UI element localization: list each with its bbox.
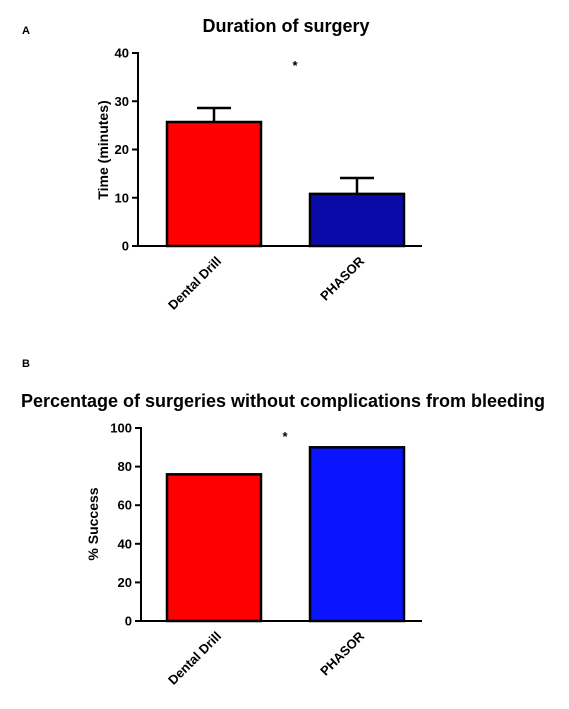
y-axis-label-a: Time (minutes): [95, 100, 111, 199]
category-label-a-1: PHASOR: [317, 253, 367, 303]
category-label-b-0: Dental Drill: [165, 629, 224, 688]
y-tick-label-b-5: 100: [110, 421, 132, 436]
panel-label-b: B: [22, 358, 30, 370]
category-label-b-1: PHASOR: [317, 628, 367, 678]
chart-title-b: Percentage of surgeries without complica…: [21, 391, 545, 411]
panel-label-a: A: [22, 25, 30, 37]
chart-panel-a: A Duration of surgery Time (minutes) * 0…: [22, 16, 422, 313]
chart-title-a: Duration of surgery: [202, 16, 369, 36]
bar-b-0: [165, 473, 263, 623]
x-axis-categories-a: Dental Drill PHASOR: [165, 253, 368, 313]
y-tick-label-a-4: 40: [115, 46, 129, 61]
bars-b: [165, 446, 406, 623]
y-axis-label-b: % Success: [85, 487, 101, 560]
y-tick-label-a-3: 30: [115, 94, 129, 109]
category-label-a-0: Dental Drill: [165, 254, 224, 313]
y-tick-label-b-4: 80: [118, 459, 132, 474]
y-tick-label-a-2: 20: [115, 142, 129, 157]
bar-a-0: [165, 120, 263, 248]
y-tick-label-b-1: 20: [118, 575, 132, 590]
y-tick-label-b-2: 40: [118, 536, 132, 551]
y-axis-ticks-a: 0 10 20 30 40: [115, 46, 138, 254]
y-tick-label-b-3: 60: [118, 498, 132, 513]
y-tick-label-b-0: 0: [125, 614, 132, 629]
bar-b-1: [308, 446, 406, 623]
bars-a: [165, 106, 406, 248]
significance-marker-a: *: [292, 58, 298, 73]
y-tick-label-a-0: 0: [122, 239, 129, 254]
significance-marker-b: *: [282, 429, 288, 444]
y-tick-label-a-1: 10: [115, 190, 129, 205]
y-axis-ticks-b: 0 20 40 60 80 100: [110, 421, 141, 629]
bar-a-1: [308, 192, 406, 248]
x-axis-categories-b: Dental Drill PHASOR: [165, 628, 368, 688]
chart-panel-b: B Percentage of surgeries without compli…: [21, 358, 545, 688]
